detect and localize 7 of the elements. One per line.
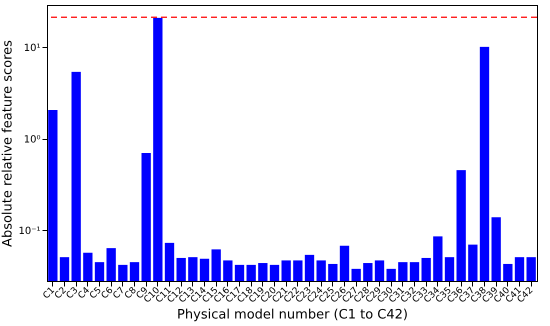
x-tick-label: C3 [64,286,80,302]
y-tick-label: 10⁻¹ [18,226,40,237]
x-axis-title: Physical model number (C1 to C42) [177,308,408,323]
x-tick-label: C6 [100,285,116,302]
y-axis-title: Absolute relative feature scores [0,40,16,247]
y-tick-label: 10¹ [24,42,40,54]
y-tick-label: 10⁰ [24,134,40,146]
